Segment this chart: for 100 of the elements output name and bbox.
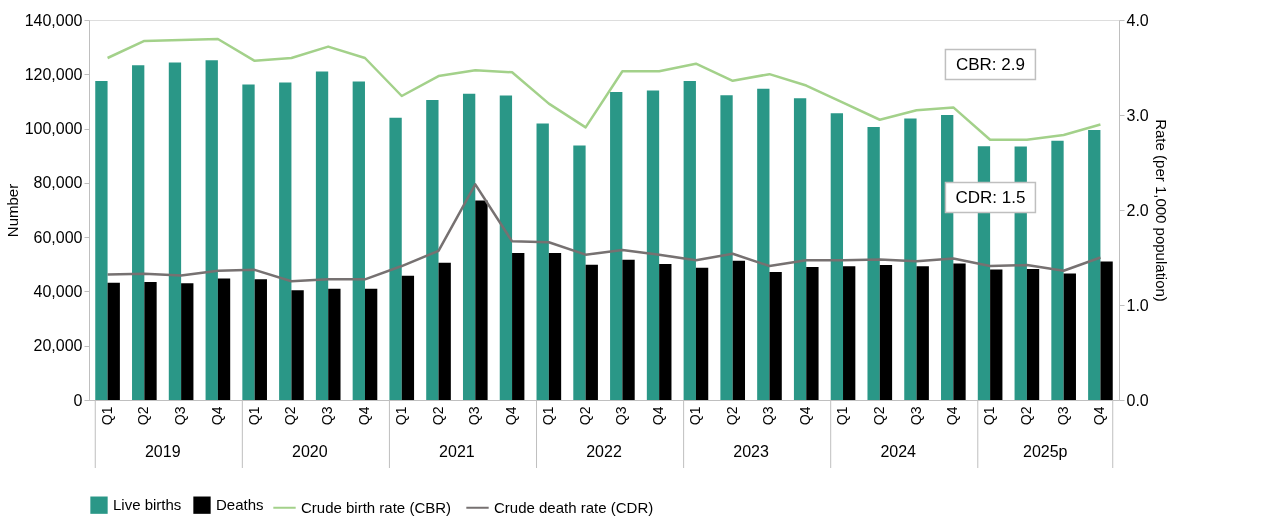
bar xyxy=(953,263,966,400)
x-tick-label: Q2 xyxy=(282,406,299,426)
bar xyxy=(242,84,255,400)
bar xyxy=(315,71,329,400)
x-tick-label: Q2 xyxy=(576,406,593,426)
bar xyxy=(1100,261,1113,400)
bar xyxy=(512,252,525,400)
x-tick-label: Q2 xyxy=(870,406,887,426)
bar xyxy=(107,282,120,400)
x-tick-label: Q1 xyxy=(98,406,115,426)
x-tick-label: Q4 xyxy=(208,406,225,426)
x-tick-label: Q1 xyxy=(834,406,851,426)
bar xyxy=(144,281,157,400)
bar xyxy=(426,100,439,400)
y-axis-title: Number xyxy=(3,183,21,238)
text: 2021 xyxy=(439,443,475,460)
bar xyxy=(438,262,451,400)
text: 2023 xyxy=(733,443,769,460)
bar xyxy=(462,93,476,400)
bar xyxy=(646,90,660,400)
bar xyxy=(279,82,292,400)
x-tick-label: Q4 xyxy=(944,406,961,426)
annotation: CDR: 1.5 xyxy=(955,187,1026,207)
text: 2022 xyxy=(586,443,622,460)
bar xyxy=(879,265,893,400)
x-tick-label: Q1 xyxy=(245,406,262,426)
y-tick-label: 100,000 xyxy=(24,120,83,138)
x-tick-label: Q3 xyxy=(907,406,924,426)
bar xyxy=(132,65,145,400)
x-tick-label: Q3 xyxy=(613,406,630,426)
bar xyxy=(585,264,598,400)
y-tick-label: 40,000 xyxy=(33,282,83,300)
bar xyxy=(1088,129,1101,400)
bar xyxy=(695,267,709,400)
bar xyxy=(916,266,929,400)
legend-label: Live births xyxy=(113,496,182,514)
legend-label: Deaths xyxy=(216,496,264,514)
text: 2024 xyxy=(880,443,917,460)
bar xyxy=(1063,273,1076,400)
bar xyxy=(732,260,746,400)
bar xyxy=(364,288,378,400)
y-tick-label: 140,000 xyxy=(24,11,83,29)
bar xyxy=(536,123,549,400)
y-tick-label: 80,000 xyxy=(33,174,83,192)
bar xyxy=(793,98,807,400)
bar xyxy=(352,81,365,400)
bar xyxy=(205,60,218,400)
x-tick-label: Q4 xyxy=(355,406,372,426)
y-tick-label: 20,000 xyxy=(33,337,83,355)
y2-tick-label: 3.0 xyxy=(1126,106,1149,124)
bar xyxy=(181,283,194,400)
x-tick-label: Q3 xyxy=(466,406,483,426)
bar xyxy=(843,266,856,400)
bar xyxy=(328,288,341,400)
y2-tick-label: 2.0 xyxy=(1126,201,1149,219)
y2-tick-label: 1.0 xyxy=(1126,296,1149,314)
bar xyxy=(1051,140,1064,400)
bar xyxy=(217,278,231,400)
x-tick-label: Q4 xyxy=(503,406,520,426)
legend-label: Crude birth rate (CBR) xyxy=(301,498,452,516)
line-series xyxy=(106,183,1102,283)
y2-axis-title: Rate (per 1,000 population) xyxy=(1152,119,1170,302)
bar xyxy=(254,279,267,400)
bar xyxy=(830,113,844,400)
bar xyxy=(401,275,415,400)
x-tick-label: Q1 xyxy=(539,406,556,426)
x-tick-label: Q4 xyxy=(797,406,814,426)
x-tick-label: Q2 xyxy=(429,406,446,426)
bar xyxy=(867,126,880,400)
x-tick-label: Q1 xyxy=(392,406,409,426)
bar xyxy=(757,88,770,400)
bar xyxy=(769,271,782,400)
bar xyxy=(990,269,1003,400)
x-tick-label: Q2 xyxy=(1017,406,1034,426)
bar xyxy=(659,264,672,400)
x-tick-label: Q2 xyxy=(135,406,152,426)
bar xyxy=(806,267,819,400)
bar xyxy=(389,117,402,400)
x-tick-label: Q3 xyxy=(1054,406,1071,426)
text: 2020 xyxy=(292,443,328,460)
y2-tick-label: 4.0 xyxy=(1126,11,1149,29)
text: 2025p xyxy=(1023,443,1068,460)
x-tick-label: Q2 xyxy=(723,406,740,426)
x-tick-label: Q4 xyxy=(650,406,667,426)
bar xyxy=(95,81,108,400)
bar xyxy=(573,145,586,400)
x-tick-label: Q1 xyxy=(981,406,998,426)
bar xyxy=(499,95,513,400)
y-tick-label: 120,000 xyxy=(24,65,83,83)
text: 2019 xyxy=(144,443,181,460)
bar xyxy=(610,91,623,400)
x-tick-label: Q1 xyxy=(686,406,703,426)
bar xyxy=(1026,268,1040,400)
bar xyxy=(683,81,696,400)
bar xyxy=(720,95,733,400)
x-tick-label: Q3 xyxy=(760,406,777,426)
x-tick-label: Q3 xyxy=(172,406,189,426)
y-tick-label: 60,000 xyxy=(33,228,83,246)
y-tick-label: 0 xyxy=(73,391,83,409)
x-tick-label: Q4 xyxy=(1091,406,1108,426)
